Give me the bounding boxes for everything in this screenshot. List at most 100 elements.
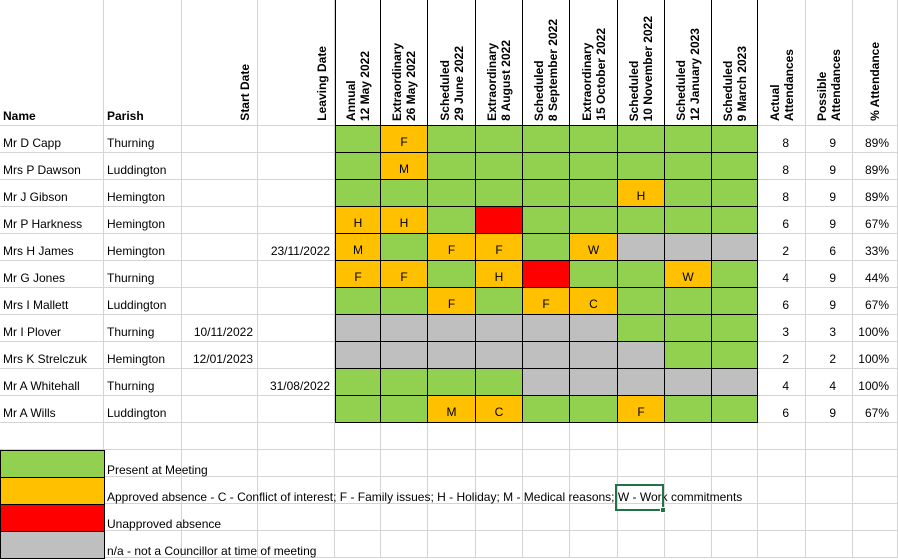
possible-attendances-cell[interactable]: 9 bbox=[806, 153, 853, 180]
attendance-cell[interactable]: F bbox=[381, 261, 428, 288]
attendance-cell[interactable] bbox=[523, 180, 570, 207]
header-name[interactable]: Name bbox=[0, 0, 104, 126]
attendance-cell[interactable] bbox=[665, 180, 712, 207]
actual-attendances-cell[interactable]: 6 bbox=[758, 288, 806, 315]
attendance-cell[interactable] bbox=[665, 288, 712, 315]
possible-attendances-cell[interactable]: 3 bbox=[806, 315, 853, 342]
attendance-cell[interactable] bbox=[335, 342, 381, 369]
attendance-cell[interactable] bbox=[523, 342, 570, 369]
attendance-cell[interactable] bbox=[618, 153, 665, 180]
parish-cell[interactable]: Luddington bbox=[104, 288, 182, 315]
name-cell[interactable]: Mr P Harkness bbox=[0, 207, 104, 234]
attendance-cell[interactable] bbox=[428, 126, 476, 153]
start-date-cell[interactable] bbox=[182, 153, 258, 180]
empty-cell[interactable] bbox=[104, 423, 182, 450]
parish-cell[interactable]: Thurning bbox=[104, 261, 182, 288]
parish-cell[interactable]: Hemington bbox=[104, 207, 182, 234]
possible-attendances-cell[interactable]: 9 bbox=[806, 207, 853, 234]
percent-attendance-cell[interactable]: 33% bbox=[853, 234, 898, 261]
empty-cell[interactable] bbox=[618, 477, 665, 504]
percent-attendance-cell[interactable]: 100% bbox=[853, 342, 898, 369]
empty-cell[interactable] bbox=[381, 477, 428, 504]
possible-attendances-cell[interactable]: 9 bbox=[806, 180, 853, 207]
header-parish[interactable]: Parish bbox=[104, 0, 182, 126]
attendance-cell[interactable] bbox=[712, 396, 758, 423]
empty-cell[interactable] bbox=[258, 423, 335, 450]
empty-cell[interactable] bbox=[618, 450, 665, 477]
header-percent[interactable]: % Attendance bbox=[853, 0, 898, 126]
attendance-cell[interactable] bbox=[523, 207, 570, 234]
parish-cell[interactable]: Luddington bbox=[104, 153, 182, 180]
attendance-cell[interactable] bbox=[665, 342, 712, 369]
leaving-date-cell[interactable] bbox=[258, 288, 335, 315]
attendance-cell[interactable] bbox=[570, 396, 618, 423]
name-cell[interactable]: Mrs H James bbox=[0, 234, 104, 261]
attendance-cell[interactable] bbox=[712, 234, 758, 261]
empty-cell[interactable] bbox=[381, 423, 428, 450]
attendance-cell[interactable] bbox=[335, 369, 381, 396]
empty-cell[interactable] bbox=[665, 423, 712, 450]
header-meeting-1[interactable]: Annual 12 May 2022 bbox=[335, 0, 381, 126]
header-meeting-2[interactable]: Extraordinary 26 May 2022 bbox=[381, 0, 428, 126]
attendance-cell[interactable] bbox=[523, 126, 570, 153]
empty-cell[interactable] bbox=[476, 504, 523, 531]
empty-cell[interactable] bbox=[182, 477, 258, 504]
attendance-cell[interactable] bbox=[618, 342, 665, 369]
header-meeting-8[interactable]: Scheduled 12 January 2023 bbox=[665, 0, 712, 126]
name-cell[interactable]: Mr G Jones bbox=[0, 261, 104, 288]
attendance-cell[interactable] bbox=[570, 342, 618, 369]
attendance-cell[interactable] bbox=[665, 234, 712, 261]
empty-cell[interactable] bbox=[258, 504, 335, 531]
header-possible[interactable]: Possible Attendances bbox=[806, 0, 853, 126]
fill-handle[interactable] bbox=[660, 507, 666, 513]
attendance-cell[interactable] bbox=[335, 288, 381, 315]
start-date-cell[interactable]: 10/11/2022 bbox=[182, 315, 258, 342]
actual-attendances-cell[interactable]: 8 bbox=[758, 180, 806, 207]
attendance-cell[interactable]: H bbox=[381, 207, 428, 234]
leaving-date-cell[interactable]: 31/08/2022 bbox=[258, 369, 335, 396]
percent-attendance-cell[interactable]: 100% bbox=[853, 315, 898, 342]
attendance-cell[interactable] bbox=[712, 180, 758, 207]
attendance-cell[interactable] bbox=[665, 396, 712, 423]
attendance-cell[interactable] bbox=[523, 234, 570, 261]
empty-cell[interactable] bbox=[712, 423, 758, 450]
empty-cell[interactable] bbox=[758, 423, 806, 450]
attendance-cell[interactable]: F bbox=[428, 288, 476, 315]
attendance-cell[interactable] bbox=[476, 126, 523, 153]
leaving-date-cell[interactable] bbox=[258, 180, 335, 207]
empty-cell[interactable] bbox=[758, 504, 806, 531]
percent-attendance-cell[interactable]: 67% bbox=[853, 396, 898, 423]
empty-cell[interactable] bbox=[476, 477, 523, 504]
attendance-cell[interactable]: F bbox=[335, 261, 381, 288]
empty-cell[interactable] bbox=[712, 450, 758, 477]
possible-attendances-cell[interactable]: 6 bbox=[806, 234, 853, 261]
attendance-cell[interactable] bbox=[428, 369, 476, 396]
empty-cell[interactable] bbox=[758, 450, 806, 477]
possible-attendances-cell[interactable]: 4 bbox=[806, 369, 853, 396]
attendance-cell[interactable] bbox=[335, 126, 381, 153]
attendance-cell[interactable]: M bbox=[335, 234, 381, 261]
empty-cell[interactable] bbox=[523, 477, 570, 504]
empty-cell[interactable] bbox=[182, 450, 258, 477]
leaving-date-cell[interactable] bbox=[258, 342, 335, 369]
attendance-cell[interactable]: M bbox=[428, 396, 476, 423]
empty-cell[interactable] bbox=[523, 450, 570, 477]
attendance-cell[interactable] bbox=[570, 153, 618, 180]
leaving-date-cell[interactable] bbox=[258, 315, 335, 342]
header-meeting-5[interactable]: Scheduled 8 September 2022 bbox=[523, 0, 570, 126]
attendance-cell[interactable] bbox=[381, 342, 428, 369]
attendance-cell[interactable] bbox=[523, 261, 570, 288]
empty-cell[interactable] bbox=[428, 450, 476, 477]
attendance-cell[interactable]: H bbox=[335, 207, 381, 234]
empty-cell[interactable] bbox=[806, 477, 853, 504]
empty-cell[interactable] bbox=[618, 423, 665, 450]
attendance-cell[interactable] bbox=[665, 369, 712, 396]
attendance-cell[interactable]: M bbox=[381, 153, 428, 180]
empty-cell[interactable] bbox=[618, 504, 665, 531]
attendance-cell[interactable] bbox=[523, 153, 570, 180]
attendance-cell[interactable]: W bbox=[570, 234, 618, 261]
parish-cell[interactable]: Thurning bbox=[104, 126, 182, 153]
name-cell[interactable]: Mrs I Mallett bbox=[0, 288, 104, 315]
attendance-cell[interactable] bbox=[428, 315, 476, 342]
attendance-cell[interactable] bbox=[712, 207, 758, 234]
